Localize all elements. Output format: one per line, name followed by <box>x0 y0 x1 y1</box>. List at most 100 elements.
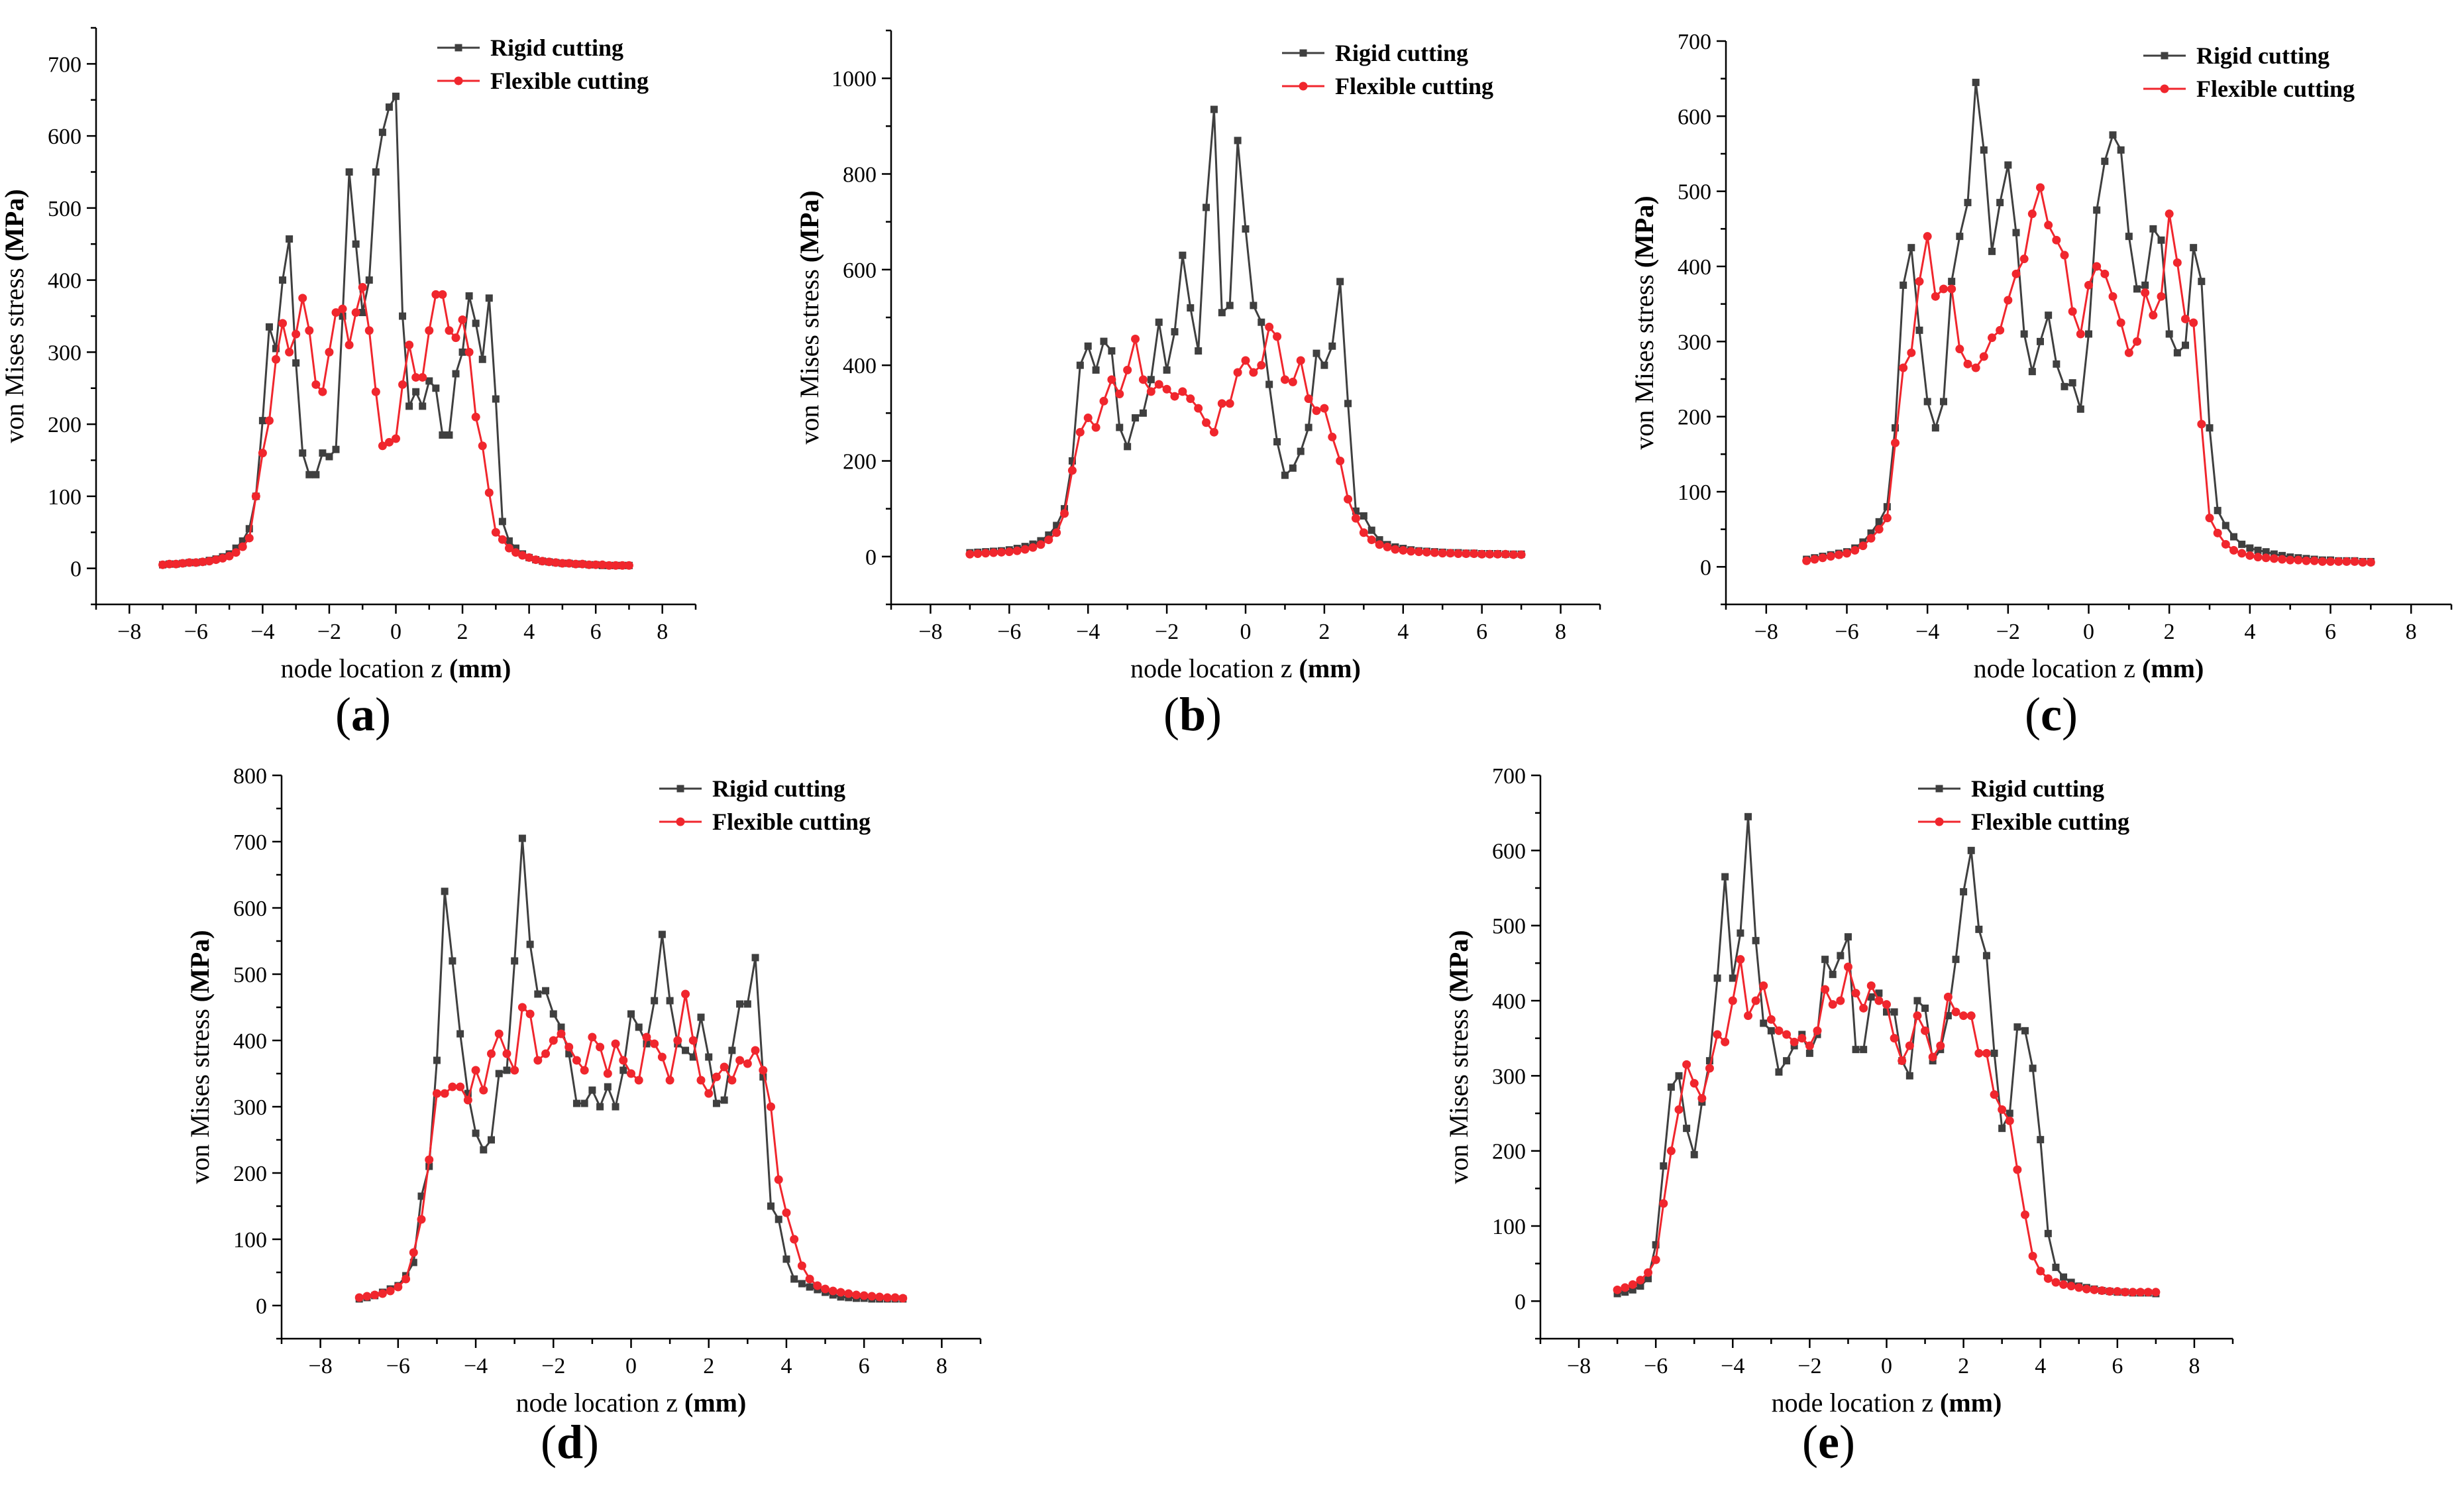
data-point <box>1939 284 1948 294</box>
data-point <box>2269 554 2278 563</box>
x-tick-label: 0 <box>2083 620 2094 644</box>
data-point <box>484 488 494 497</box>
data-point <box>2059 1280 2068 1289</box>
data-point <box>1810 555 1819 564</box>
data-point <box>1123 365 1132 374</box>
x-axis-label: node location z (mm) <box>516 1388 747 1418</box>
data-point <box>531 555 541 565</box>
data-point <box>1225 399 1234 408</box>
data-point <box>405 402 413 410</box>
data-point <box>2149 311 2158 320</box>
panel-label-open: ( <box>1802 1416 1818 1469</box>
data-point <box>345 341 354 349</box>
data-point <box>1674 1105 1684 1114</box>
data-point <box>364 326 374 335</box>
data-point <box>619 1066 627 1074</box>
data-point <box>1898 1056 1907 1066</box>
data-point <box>2198 278 2206 286</box>
data-point <box>325 347 334 357</box>
data-point <box>1107 375 1116 384</box>
data-point <box>1883 503 1891 511</box>
data-point <box>1265 380 1273 388</box>
data-point <box>2181 314 2190 323</box>
y-tick-label: 700 <box>48 52 81 77</box>
data-point <box>797 1261 806 1270</box>
data-point <box>494 1029 504 1038</box>
data-point <box>1774 1026 1784 1035</box>
data-point <box>2109 131 2117 139</box>
data-point <box>385 103 393 111</box>
data-point <box>471 1066 480 1075</box>
legend-label: Flexible cutting <box>1971 809 2129 835</box>
data-point <box>2149 225 2157 233</box>
data-point <box>643 1040 651 1048</box>
data-point <box>1422 547 1431 557</box>
data-point <box>551 558 561 567</box>
legend-label: Rigid cutting <box>712 775 845 802</box>
data-point <box>1980 146 1988 154</box>
x-tick-label: 2 <box>2164 620 2175 644</box>
panel-label-close: ) <box>1206 688 1222 741</box>
data-point <box>211 555 221 565</box>
x-tick-label: −6 <box>1644 1354 1668 1378</box>
data-point <box>1020 545 1030 554</box>
x-tick-label: −2 <box>1996 620 2020 644</box>
data-point <box>1944 1012 1952 1020</box>
y-tick-label: 200 <box>233 1162 267 1186</box>
data-point <box>806 1283 814 1291</box>
data-point <box>1921 1004 1929 1012</box>
data-point <box>1866 533 1876 543</box>
data-point <box>1273 438 1281 446</box>
data-point <box>775 1215 782 1223</box>
data-point <box>1851 989 1860 998</box>
data-point <box>2084 280 2093 290</box>
x-axis-label-unit: (mm) <box>449 653 511 683</box>
data-point <box>851 1290 861 1300</box>
data-point <box>278 319 288 328</box>
data-point <box>1651 1255 1660 1264</box>
data-point <box>2027 209 2037 219</box>
data-point <box>2085 330 2092 338</box>
data-point <box>1202 418 1211 427</box>
panel-label-letter: d <box>557 1416 583 1469</box>
data-point <box>251 492 260 501</box>
data-point <box>642 1033 651 1042</box>
data-point <box>534 990 542 998</box>
data-point <box>2113 1287 2122 1296</box>
data-point <box>1446 549 1455 558</box>
data-point <box>821 1284 830 1294</box>
data-point <box>1721 1037 1730 1046</box>
data-point <box>1304 394 1313 404</box>
data-point <box>258 449 267 458</box>
series-line <box>358 993 903 1300</box>
y-axis-label-text: von Mises stress <box>1629 268 1659 449</box>
data-point <box>2060 1273 2068 1281</box>
data-point <box>591 560 600 569</box>
data-point <box>1242 225 1250 233</box>
data-point <box>666 997 674 1005</box>
data-point <box>1360 512 1367 520</box>
data-point <box>412 388 420 396</box>
data-point <box>272 345 280 353</box>
data-point <box>588 1086 596 1094</box>
data-point <box>1438 549 1447 558</box>
x-tick-label: 4 <box>523 620 535 644</box>
data-point <box>1170 392 1179 401</box>
data-point <box>2021 1027 2029 1034</box>
data-point <box>705 1053 713 1061</box>
panel-a: −8 −6 −4 −2 0 2 4 6 8 0 100 200 300 400 500 600 700 node … <box>0 27 697 741</box>
data-point <box>1186 394 1195 404</box>
data-point <box>1931 292 1940 301</box>
y-tick-label: 300 <box>1492 1064 1526 1089</box>
data-point <box>1281 471 1289 479</box>
y-tick-label: 500 <box>1678 180 1711 205</box>
data-point <box>1628 1280 1637 1289</box>
data-point <box>1697 1093 1707 1103</box>
data-point <box>432 1089 441 1098</box>
data-point <box>1979 352 1988 361</box>
data-point <box>2173 349 2181 357</box>
x-tick-label: 6 <box>2325 620 2336 644</box>
data-point <box>1336 278 1344 286</box>
data-point <box>782 1255 790 1263</box>
data-point <box>1767 1027 1775 1034</box>
